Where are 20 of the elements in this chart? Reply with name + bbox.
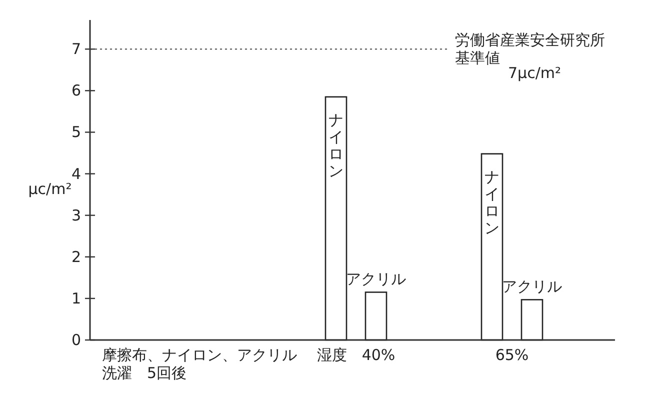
series-label: アクリル	[346, 270, 406, 288]
x-tick-label: 65%	[495, 346, 529, 364]
bar	[480, 153, 504, 341]
bar	[520, 299, 544, 341]
y-axis-title: μc/m²	[28, 180, 72, 198]
text: アクリル	[502, 278, 562, 296]
bar	[364, 292, 388, 341]
y-tick-label: 1	[71, 289, 81, 308]
y-tick-label: 5	[71, 123, 81, 142]
y-tick-label: 2	[71, 248, 81, 266]
x-tick-label: 湿度 40%	[316, 346, 396, 364]
x-tick-label: 摩擦布、ナイロン、アクリル洗濯 5回後	[102, 346, 297, 382]
y-tick-label: 3	[71, 206, 81, 224]
y-tick-label: 0	[71, 331, 81, 349]
y-tick-label: 6	[71, 82, 81, 100]
series-label: ナイロン	[328, 110, 344, 180]
text: ナイロン	[484, 168, 500, 237]
bar	[324, 96, 348, 341]
y-tick-label: 4	[71, 164, 81, 183]
y-tick-label: 7	[71, 40, 81, 58]
